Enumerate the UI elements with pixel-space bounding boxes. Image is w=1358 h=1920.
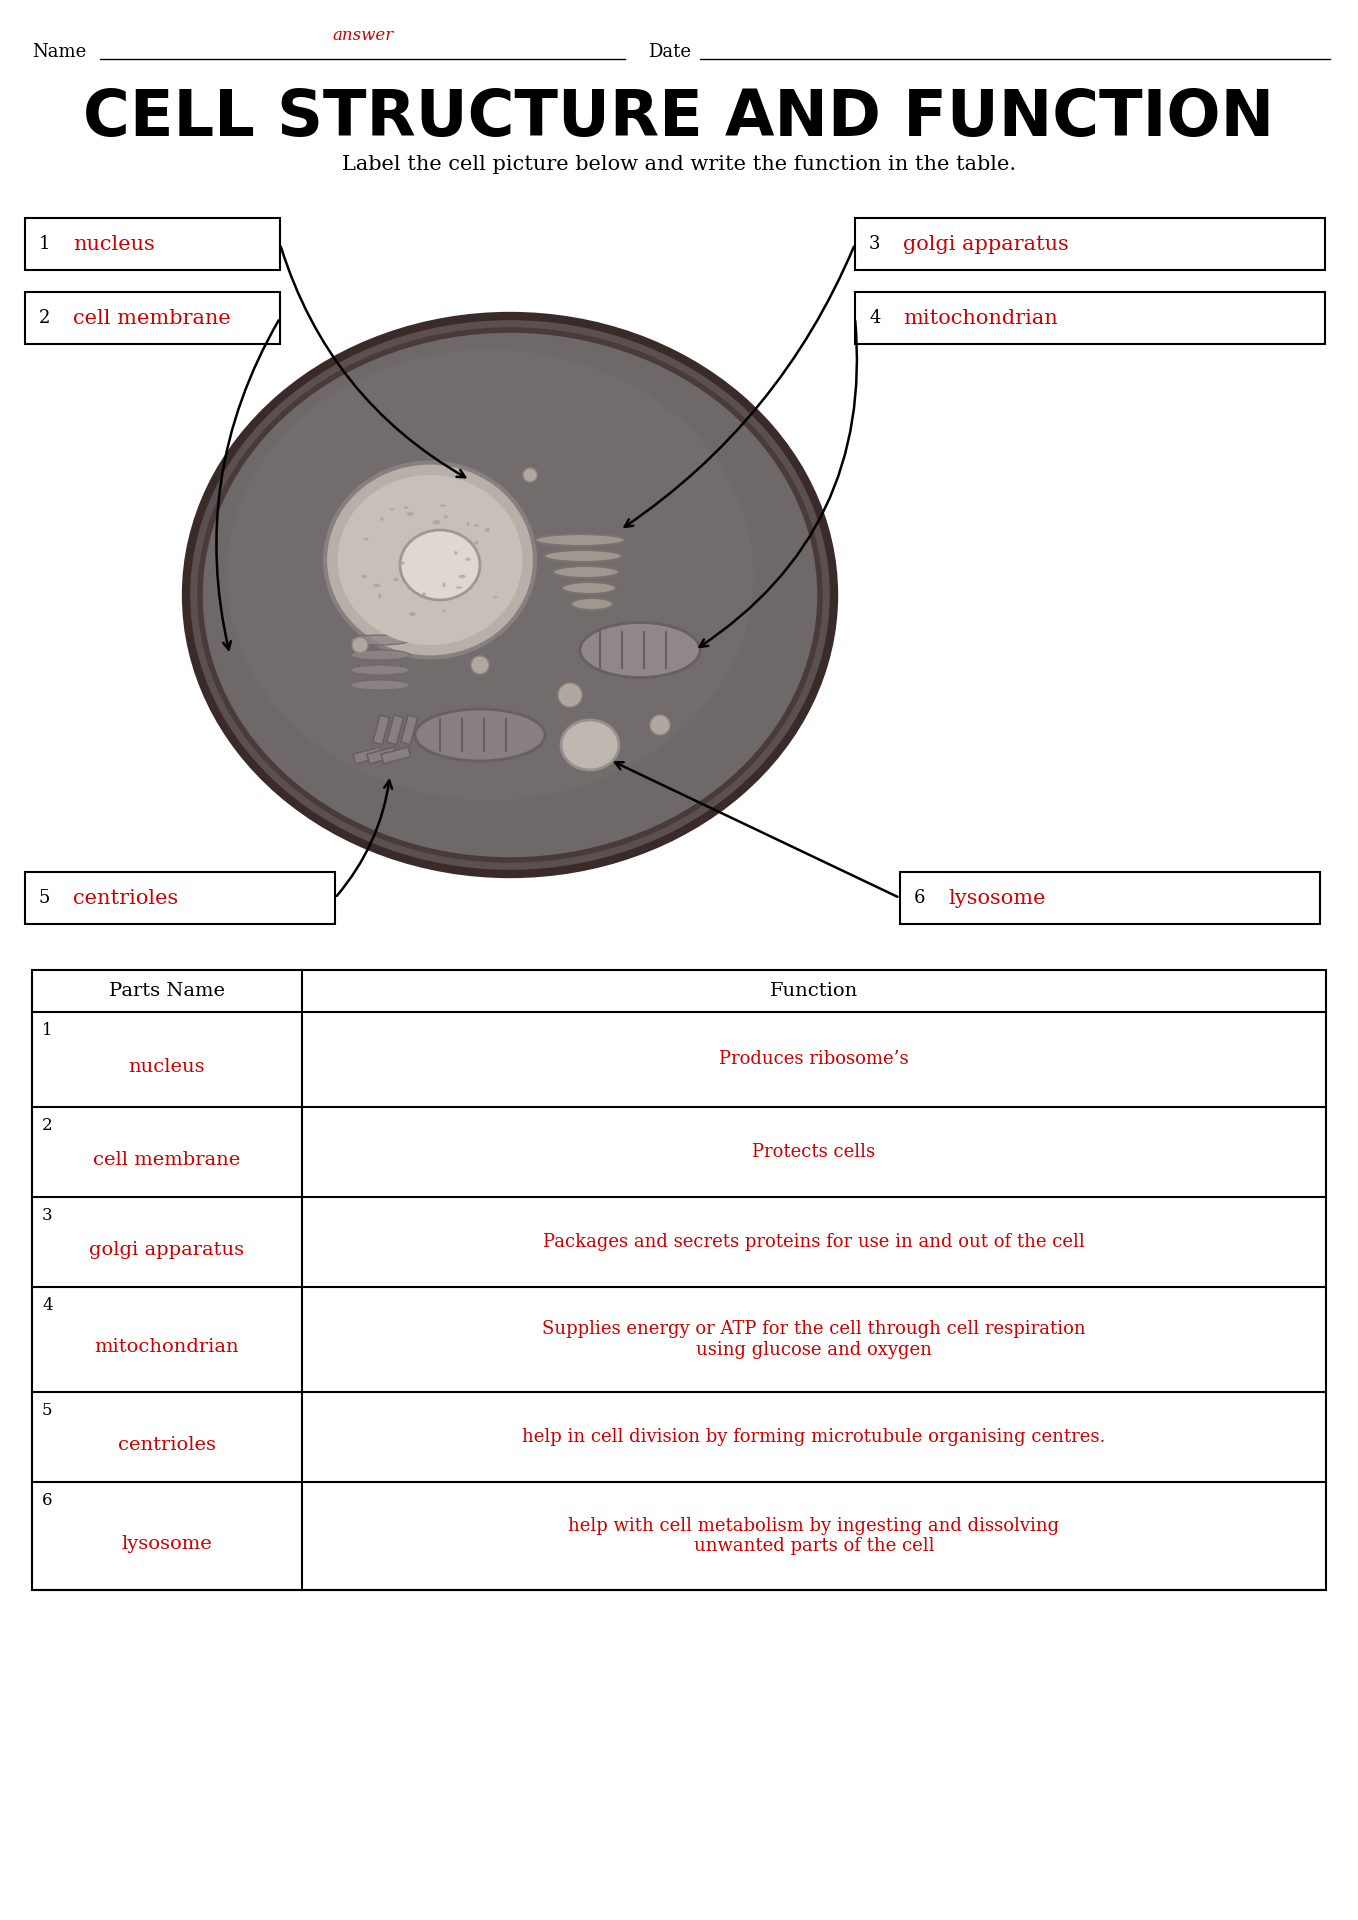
Bar [372,714,390,745]
Ellipse shape [471,657,489,674]
Text: golgi apparatus: golgi apparatus [903,234,1069,253]
Ellipse shape [553,566,619,578]
Ellipse shape [325,463,535,657]
Ellipse shape [545,549,622,563]
Ellipse shape [474,541,478,545]
Ellipse shape [454,551,458,555]
Text: golgi apparatus: golgi apparatus [90,1240,244,1260]
Text: nucleus: nucleus [129,1058,205,1077]
FancyBboxPatch shape [24,292,280,344]
Text: help in cell division by forming microtubule organising centres.: help in cell division by forming microtu… [523,1428,1105,1446]
Text: Protects cells: Protects cells [752,1142,876,1162]
Bar [353,747,383,764]
Ellipse shape [352,637,368,653]
Text: answer: answer [333,27,394,44]
Text: 4: 4 [869,309,880,326]
Ellipse shape [558,684,583,707]
Text: Label the cell picture below and write the function in the table.: Label the cell picture below and write t… [342,156,1016,175]
Text: nucleus: nucleus [73,234,155,253]
Ellipse shape [443,582,445,588]
Ellipse shape [380,516,383,520]
Text: lysosome: lysosome [122,1534,212,1553]
Text: mitochondrian: mitochondrian [903,309,1058,328]
Text: 5: 5 [42,1402,53,1419]
Text: Function: Function [770,981,858,1000]
Ellipse shape [186,317,834,874]
Text: 5: 5 [39,889,50,906]
Ellipse shape [405,507,409,509]
Ellipse shape [523,468,536,482]
Ellipse shape [390,509,394,511]
Bar [401,714,418,745]
Text: 1: 1 [39,234,50,253]
FancyBboxPatch shape [24,872,335,924]
Ellipse shape [467,522,470,526]
Text: cell membrane: cell membrane [94,1150,240,1169]
Ellipse shape [350,680,410,689]
Text: 2: 2 [39,309,50,326]
Text: 6: 6 [914,889,926,906]
Text: centrioles: centrioles [118,1436,216,1453]
Bar [367,747,397,764]
Text: 3: 3 [42,1208,53,1225]
Ellipse shape [394,578,398,582]
Ellipse shape [441,609,445,612]
Ellipse shape [493,595,497,599]
Ellipse shape [561,720,619,770]
Text: Supplies energy or ATP for the cell through cell respiration
using glucose and o: Supplies energy or ATP for the cell thro… [542,1321,1086,1359]
Ellipse shape [350,664,410,676]
Ellipse shape [455,586,462,589]
Ellipse shape [401,530,479,599]
Ellipse shape [535,534,625,545]
Ellipse shape [378,593,382,599]
Ellipse shape [409,612,416,616]
Text: mitochondrian: mitochondrian [95,1338,239,1357]
Ellipse shape [570,597,612,611]
Ellipse shape [466,557,471,561]
Ellipse shape [364,538,369,540]
Ellipse shape [440,505,445,507]
Text: 2: 2 [42,1117,53,1135]
Ellipse shape [562,582,617,593]
Ellipse shape [580,622,699,678]
Bar [387,714,403,745]
Ellipse shape [416,708,545,760]
Text: Date: Date [648,42,691,61]
Text: 6: 6 [42,1492,53,1509]
Ellipse shape [422,593,426,595]
Text: centrioles: centrioles [73,889,178,908]
Ellipse shape [200,330,820,860]
Text: 4: 4 [42,1298,53,1313]
Ellipse shape [350,636,410,645]
Ellipse shape [444,515,448,518]
FancyBboxPatch shape [900,872,1320,924]
Ellipse shape [227,349,754,801]
Text: help with cell metabolism by ingesting and dissolving
unwanted parts of the cell: help with cell metabolism by ingesting a… [569,1517,1059,1555]
Bar [33,970,1325,1590]
FancyBboxPatch shape [24,219,280,271]
Ellipse shape [459,574,466,578]
FancyBboxPatch shape [856,219,1325,271]
Ellipse shape [485,528,490,532]
Ellipse shape [406,513,414,516]
Ellipse shape [350,651,410,660]
Text: cell membrane: cell membrane [73,309,231,328]
FancyBboxPatch shape [856,292,1325,344]
Ellipse shape [433,520,440,524]
Text: lysosome: lysosome [948,889,1046,908]
Ellipse shape [401,561,405,564]
Ellipse shape [373,584,380,588]
Bar [382,747,410,764]
Text: Packages and secrets proteins for use in and out of the cell: Packages and secrets proteins for use in… [543,1233,1085,1252]
Text: Produces ribosome’s: Produces ribosome’s [720,1050,909,1069]
Ellipse shape [650,714,669,735]
Ellipse shape [338,474,523,645]
Ellipse shape [363,574,367,578]
Ellipse shape [474,524,478,526]
Text: Parts Name: Parts Name [109,981,225,1000]
Text: 3: 3 [869,234,880,253]
Text: 1: 1 [42,1021,53,1039]
Text: Name: Name [33,42,87,61]
Text: CELL STRUCTURE AND FUNCTION: CELL STRUCTURE AND FUNCTION [83,86,1275,150]
